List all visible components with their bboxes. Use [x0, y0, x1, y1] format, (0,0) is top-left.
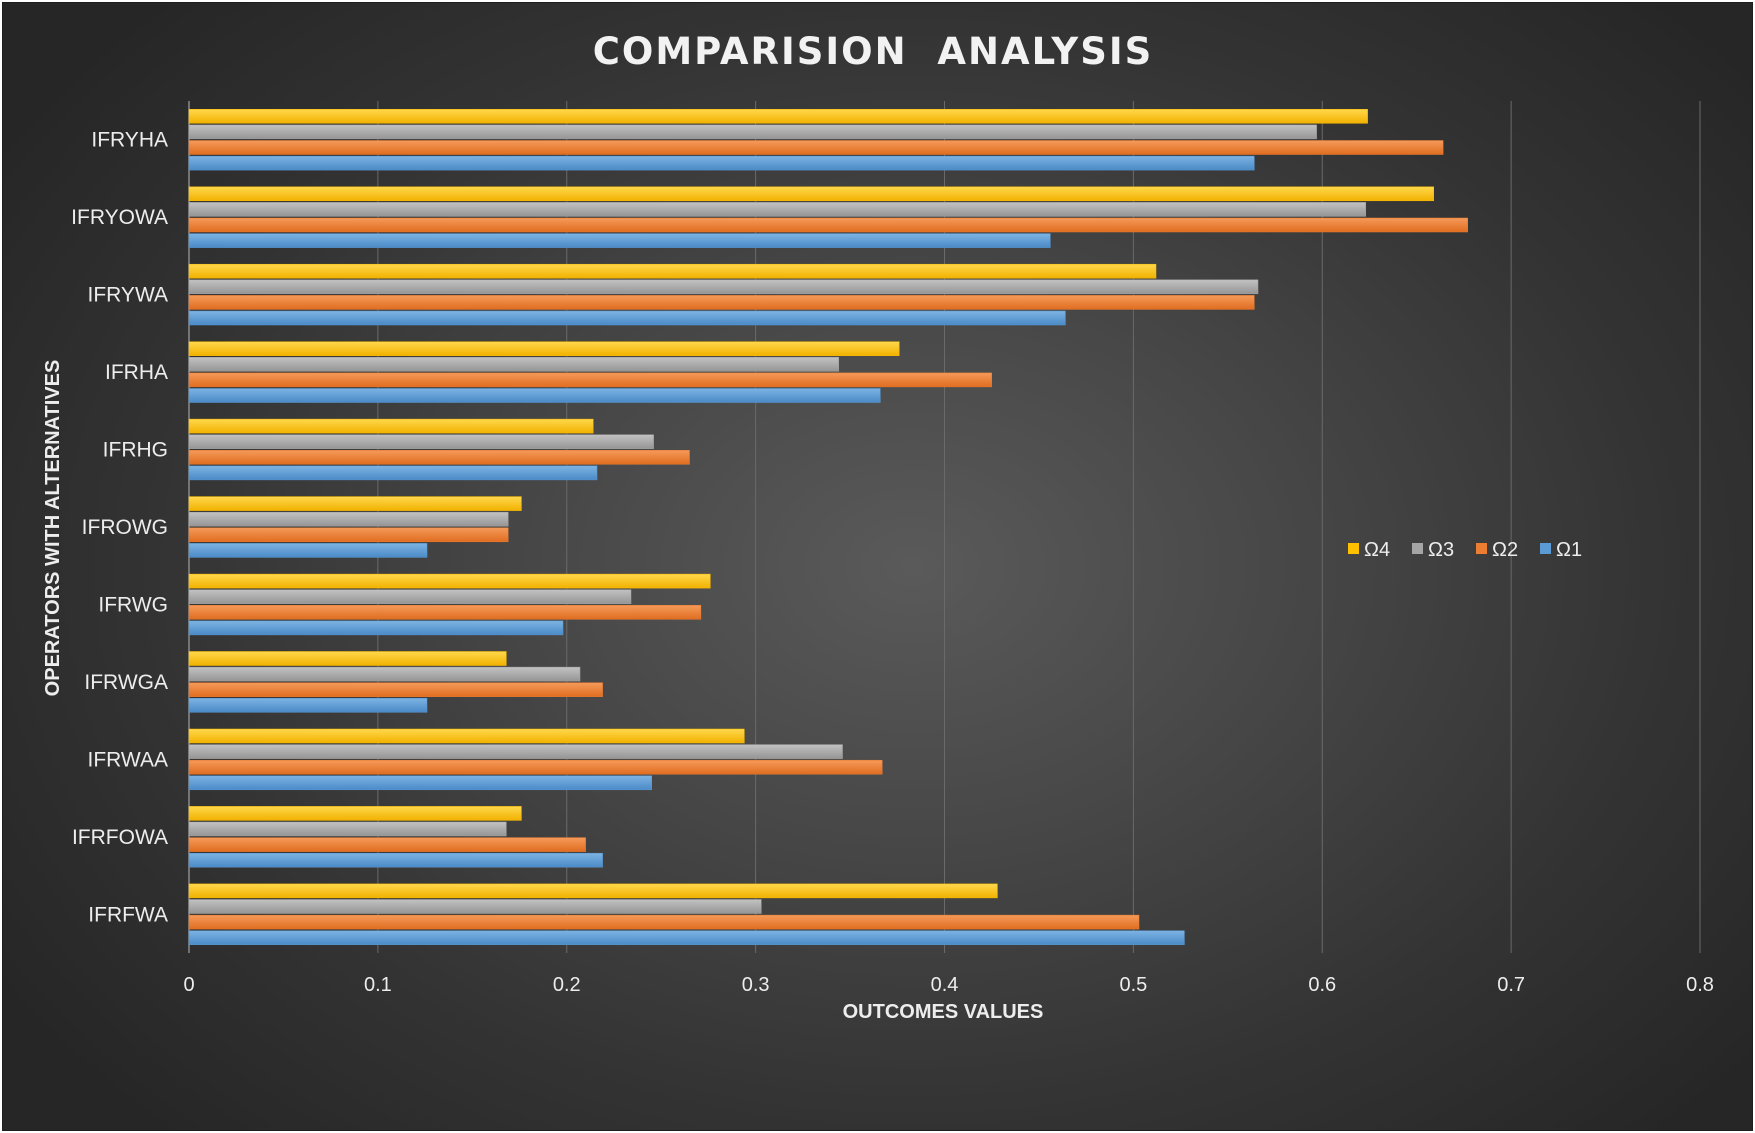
bar-ifrywa-series-1 — [188, 263, 1157, 279]
bar-ifrwga-series-3 — [188, 682, 603, 697]
x-tick-label: 0.5 — [1119, 974, 1147, 996]
bar-ifrowg-series-4 — [188, 543, 428, 558]
bar-ifrfwa-series-1 — [188, 883, 998, 899]
bar-ifrhg-series-1 — [188, 418, 594, 434]
chart-title: COMPARISION ANALYSIS — [593, 30, 1154, 73]
legend-label: Ω3 — [1428, 539, 1454, 561]
category-label: IFRYWA — [87, 284, 168, 307]
bar-ifryha-series-4 — [188, 155, 1255, 171]
category-label: IFRFWA — [88, 903, 168, 926]
legend-swatch — [1412, 543, 1423, 554]
x-tick-label: 0.2 — [553, 974, 581, 996]
legend-swatch — [1476, 543, 1487, 554]
bar-ifrha-series-3 — [188, 372, 992, 388]
x-tick-label: 0.1 — [364, 974, 392, 996]
category-label: IFRHG — [103, 439, 168, 462]
bar-ifrfwa-series-4 — [188, 930, 1185, 945]
bar-ifryha-series-3 — [188, 140, 1444, 155]
label-layer: 0 0.1 0.2 0.3 0.4 0.5 0.6 0.7 0.8 IFRYHA IFRYOWA IF… — [71, 129, 1714, 996]
bar-ifrwg-series-2 — [188, 589, 632, 604]
bar-ifrfwa-series-2 — [188, 899, 762, 914]
bar-ifrwga-series-2 — [188, 666, 581, 682]
bar-ifrywa-series-2 — [188, 279, 1259, 295]
legend-label: Ω1 — [1556, 539, 1582, 561]
y-axis-title: OPERATORS WITH ALTERNATIVES — [42, 360, 64, 697]
x-tick-label: 0.8 — [1686, 974, 1714, 996]
category-label: IFRWG — [98, 593, 168, 616]
bar-ifrfowa-series-1 — [188, 806, 522, 821]
bar-ifrhg-series-4 — [188, 465, 598, 481]
bar-ifrhg-series-2 — [188, 434, 654, 449]
bar-ifryha-series-1 — [188, 109, 1368, 124]
bar-ifryha-series-2 — [188, 124, 1317, 140]
bar-ifrwaa-series-1 — [188, 728, 745, 744]
bar-ifrha-series-1 — [188, 341, 900, 356]
x-tick-label: 0.3 — [742, 974, 770, 996]
bar-ifrfowa-series-4 — [188, 852, 603, 868]
bar-ifrwga-series-4 — [188, 698, 428, 713]
bar-ifrwaa-series-4 — [188, 775, 652, 791]
bar-ifrha-series-4 — [188, 388, 881, 403]
bar-ifrwg-series-1 — [188, 573, 711, 589]
bar-ifryowa-series-2 — [188, 202, 1366, 217]
legend-swatch — [1348, 543, 1359, 554]
category-label: IFRWGA — [84, 671, 168, 694]
bar-ifryowa-series-4 — [188, 233, 1051, 248]
legend-label: Ω4 — [1364, 539, 1390, 561]
bar-ifrwg-series-3 — [188, 605, 702, 620]
bar-ifrywa-series-3 — [188, 295, 1255, 310]
legend-swatch — [1540, 543, 1551, 554]
category-label: IFRWAA — [87, 748, 168, 771]
x-tick-label: 0.7 — [1497, 974, 1525, 996]
bar-ifrowg-series-1 — [188, 496, 522, 511]
bar-ifrywa-series-4 — [188, 310, 1066, 326]
bar-ifrwg-series-4 — [188, 620, 564, 636]
bar-layer — [188, 109, 1468, 945]
x-tick-label: 0 — [183, 974, 194, 996]
x-axis-title: OUTCOMES VALUES — [843, 1001, 1044, 1023]
legend-label: Ω2 — [1492, 539, 1518, 561]
bar-ifrha-series-2 — [188, 357, 839, 372]
bar-ifrwga-series-1 — [188, 651, 507, 666]
category-label: IFRYHA — [91, 129, 168, 152]
chart-svg: COMPARISION ANALYSIS 0 0.1 0.2 0.3 0.4 0.5 0.6… — [42, 30, 1714, 1023]
bar-ifrowg-series-3 — [188, 527, 509, 543]
bar-ifrhg-series-3 — [188, 450, 690, 465]
category-label: IFRFOWA — [72, 826, 168, 849]
legend: Ω4 Ω3 Ω2 Ω1 — [1348, 539, 1582, 561]
bar-ifrwaa-series-3 — [188, 759, 883, 775]
x-tick-label: 0.6 — [1308, 974, 1336, 996]
bar-ifrfowa-series-2 — [188, 821, 507, 837]
category-label: IFRYOWA — [71, 206, 168, 229]
bar-ifryowa-series-3 — [188, 217, 1468, 233]
bar-ifrwaa-series-2 — [188, 744, 843, 759]
bar-ifrfwa-series-3 — [188, 914, 1140, 930]
bar-ifrowg-series-2 — [188, 511, 509, 527]
category-label: IFRHA — [105, 361, 168, 384]
category-label: IFROWG — [82, 516, 168, 539]
x-tick-label: 0.4 — [931, 974, 959, 996]
bar-ifrfowa-series-3 — [188, 837, 586, 852]
bar-ifryowa-series-1 — [188, 186, 1434, 202]
